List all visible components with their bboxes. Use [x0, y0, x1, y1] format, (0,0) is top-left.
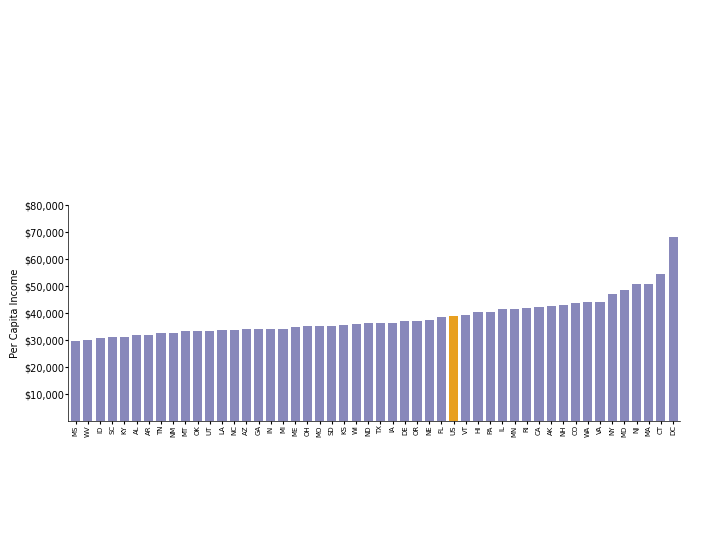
Bar [327, 326, 336, 421]
Bar [425, 320, 434, 421]
Bar [608, 294, 617, 421]
Bar [462, 315, 470, 421]
Bar [620, 289, 629, 421]
Bar [120, 337, 129, 421]
Bar [144, 335, 153, 421]
Bar [595, 302, 605, 421]
Bar [279, 329, 287, 421]
Bar [230, 330, 239, 421]
Text: Per Capita Income by State, 2009: Per Capita Income by State, 2009 [101, 52, 720, 86]
Bar [474, 312, 482, 421]
Bar [266, 329, 275, 421]
Bar [668, 237, 678, 421]
Bar [413, 321, 422, 421]
Bar [205, 331, 215, 421]
Bar [339, 325, 348, 421]
Bar [534, 307, 544, 421]
Bar [522, 308, 531, 421]
Bar [400, 321, 410, 421]
Bar [217, 330, 227, 421]
Bar [498, 309, 507, 421]
Bar [644, 284, 653, 421]
Bar [84, 340, 92, 421]
Bar [559, 305, 568, 421]
Bar [71, 341, 81, 421]
Bar [657, 274, 665, 421]
Bar [193, 331, 202, 421]
Bar [291, 327, 300, 421]
Bar [132, 335, 141, 421]
Bar [303, 326, 312, 421]
Bar [632, 284, 641, 421]
Bar [388, 322, 397, 421]
Bar [364, 323, 373, 421]
Bar [571, 303, 580, 421]
Bar [376, 323, 385, 421]
Bar [315, 326, 324, 421]
Bar [486, 312, 495, 421]
Bar [96, 338, 104, 421]
Bar [546, 306, 556, 421]
Bar [351, 323, 361, 421]
Bar [254, 329, 263, 421]
Bar [108, 338, 117, 421]
Bar [242, 329, 251, 421]
Bar [583, 302, 593, 421]
Y-axis label: Per Capita Income: Per Capita Income [10, 268, 20, 358]
Bar [449, 315, 458, 421]
Bar [510, 309, 519, 421]
Bar [156, 333, 166, 421]
Bar [181, 332, 190, 421]
Bar [437, 318, 446, 421]
Bar [168, 333, 178, 421]
